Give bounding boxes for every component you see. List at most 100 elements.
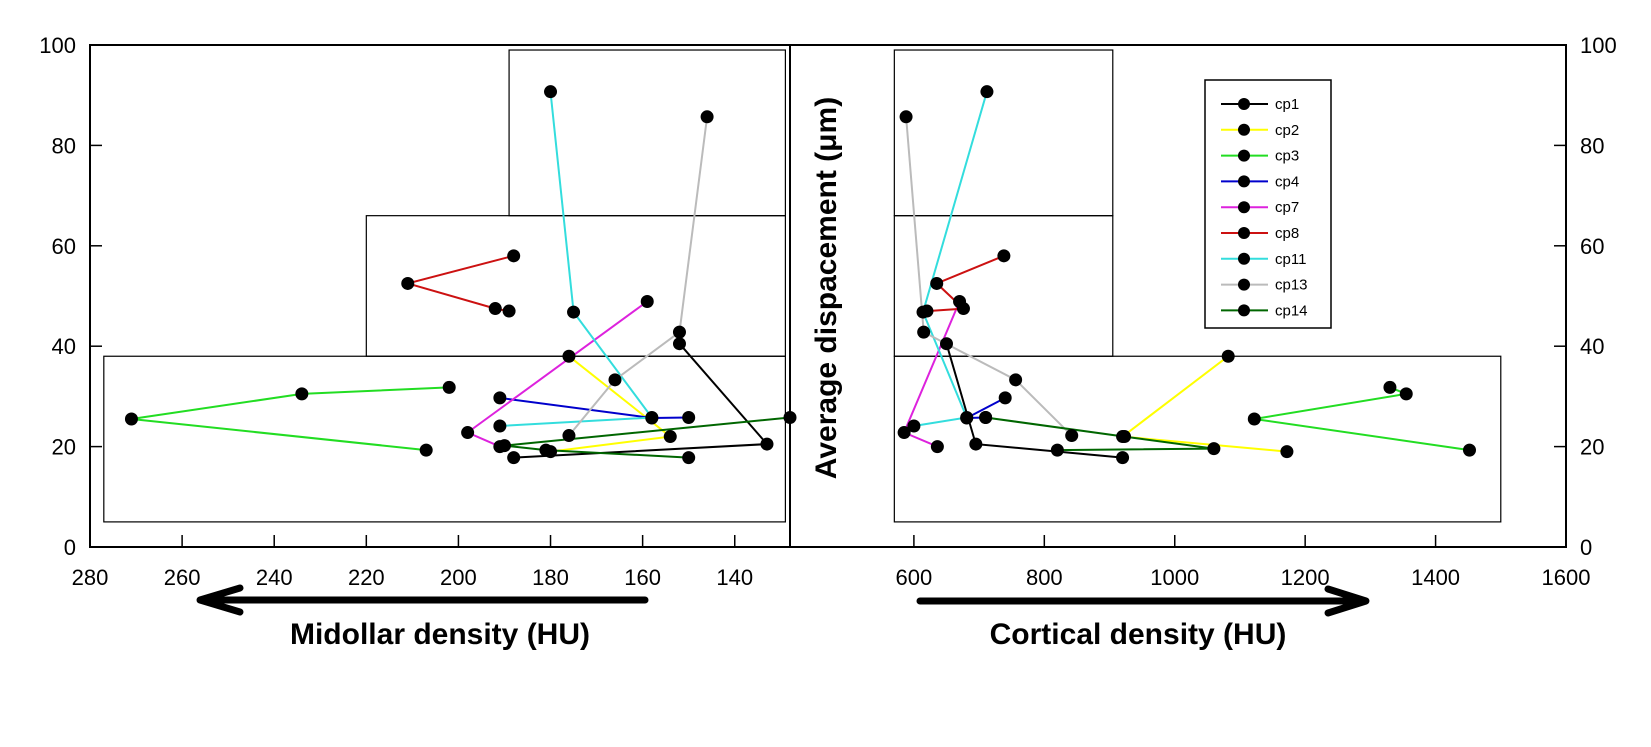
- cp8-left-point: [488, 302, 502, 316]
- cp2-left-point: [562, 349, 576, 363]
- cp8-left-line: [404, 254, 514, 313]
- cp13-left-point: [608, 373, 622, 387]
- axis-ticks: 0 0 20 20 40 40 60 60 80 80 100 100 280 260 240 220 200 1…: [39, 33, 1616, 590]
- right-x-tick-label: 1000: [1150, 565, 1199, 590]
- cp11-left-point: [493, 419, 507, 433]
- cp8-right-point: [956, 302, 970, 316]
- cp11-right-point: [916, 305, 930, 319]
- cp3-left-point: [442, 380, 456, 394]
- legend-cp4-label: cp4: [1275, 173, 1299, 190]
- y-tick-label-right: 100: [1580, 33, 1617, 58]
- right-x-tick-label: 1200: [1281, 565, 1330, 590]
- legend-cp13-label: cp13: [1275, 277, 1308, 294]
- left-x-tick-label: 200: [440, 565, 477, 590]
- cp13-left-point: [672, 325, 686, 339]
- legend-cp14-label: cp14: [1275, 302, 1308, 319]
- legend-cp1-marker: [1238, 98, 1250, 110]
- cp3-left-point: [124, 412, 138, 426]
- left-box-0: [103, 355, 786, 523]
- cp3-right-line: [1254, 386, 1470, 452]
- cp14-right-line: [985, 416, 1215, 452]
- legend-cp7-marker: [1238, 201, 1250, 214]
- axis-titles: Average dispacement (μm) Midollar densit…: [290, 97, 1286, 651]
- y-tick-label-left: 0: [64, 535, 76, 560]
- y-tick-label-left: 40: [52, 334, 76, 359]
- cp11-right-point: [907, 419, 921, 433]
- cp2-right-point: [1221, 349, 1235, 363]
- cp14-right-point: [979, 410, 993, 424]
- left-x-tick-label: 220: [348, 565, 385, 590]
- cp1-right-point: [1116, 451, 1130, 465]
- legend-cp11-label: cp11: [1275, 251, 1306, 268]
- cp3-right-point: [1462, 443, 1476, 457]
- cp14-right-point: [1118, 430, 1132, 444]
- right-arrow-head: [1324, 585, 1370, 617]
- right-x-tick-label: 1400: [1411, 565, 1460, 590]
- cp7-right-point: [897, 426, 911, 440]
- left-arrow-head: [196, 584, 244, 616]
- plot-border: [89, 44, 1567, 548]
- cp8-right-point: [930, 276, 944, 290]
- y-tick-label-left: 20: [52, 435, 76, 460]
- legend-cp8-label: cp8: [1275, 225, 1299, 242]
- left-x-axis-title: Midollar density (HU): [290, 618, 590, 651]
- cp8-left-point: [401, 276, 415, 290]
- cp1-right-point: [940, 337, 954, 351]
- cp3-left-line: [131, 386, 450, 452]
- cp7-left-point: [461, 426, 475, 440]
- right-x-tick-label: 800: [1026, 565, 1063, 590]
- cp8-right-point: [997, 249, 1011, 263]
- left-x-tick-label: 180: [532, 565, 569, 590]
- legend-cp8-marker: [1238, 227, 1250, 239]
- cp1-left-point: [507, 451, 521, 465]
- cp13-right-point: [1065, 429, 1079, 443]
- legend-cp14-marker: [1238, 304, 1250, 317]
- cp4-left-point: [682, 410, 696, 424]
- y-tick-label-left: 100: [39, 33, 76, 58]
- cp14-left-point: [682, 451, 696, 465]
- plot-frame: [89, 44, 1567, 548]
- legend-cp13-marker: [1238, 278, 1250, 291]
- right-box-2: [893, 49, 1114, 217]
- cp13-right-point: [917, 325, 931, 339]
- cp8-left-point: [502, 304, 516, 318]
- threshold-boxes: [103, 49, 1502, 523]
- legend-cp7-label: cp7: [1275, 199, 1299, 216]
- y-tick-label-right: 0: [1580, 535, 1592, 560]
- legend-cp4-marker: [1238, 175, 1250, 188]
- cp3-right-point: [1399, 387, 1413, 401]
- left-x-tick-label: 140: [716, 565, 753, 590]
- cp14-left-point: [539, 443, 553, 457]
- cp8-right-line: [926, 254, 1005, 313]
- cp3-right-point: [1247, 412, 1261, 426]
- left-x-tick-label: 280: [72, 565, 109, 590]
- legend-cp2-label: cp2: [1275, 122, 1299, 139]
- cp13-right-point: [899, 110, 913, 124]
- legend-cp1-label: cp1: [1275, 96, 1299, 113]
- y-tick-label-right: 40: [1580, 334, 1604, 359]
- left-box-1: [365, 215, 786, 357]
- cp4-right-point: [998, 391, 1012, 405]
- cp11-left-point: [645, 410, 659, 424]
- left-x-tick-label: 160: [624, 565, 661, 590]
- cp2-left-point: [663, 430, 677, 444]
- left-x-tick-label: 240: [256, 565, 293, 590]
- right-x-tick-label: 1600: [1542, 565, 1591, 590]
- cp1-left-point: [672, 337, 686, 351]
- cp8-left-point: [507, 249, 521, 263]
- cp2-right-point: [1280, 445, 1294, 459]
- y-axis-title: Average dispacement (μm): [810, 97, 843, 479]
- legend-cp2-marker: [1238, 123, 1250, 136]
- cp13-right-point: [1009, 373, 1023, 387]
- right-x-axis-title: Cortical density (HU): [990, 618, 1287, 651]
- cp11-right-point: [960, 410, 974, 424]
- direction-arrows: [196, 584, 1370, 617]
- cp11-left-point: [544, 85, 558, 99]
- legend-cp3-marker: [1238, 149, 1250, 162]
- legend-box: [1204, 79, 1332, 329]
- cp11-right-line: [913, 91, 988, 427]
- cp14-right-point: [1050, 443, 1064, 457]
- cp11-left-point: [567, 305, 581, 319]
- series-points: [124, 85, 1476, 465]
